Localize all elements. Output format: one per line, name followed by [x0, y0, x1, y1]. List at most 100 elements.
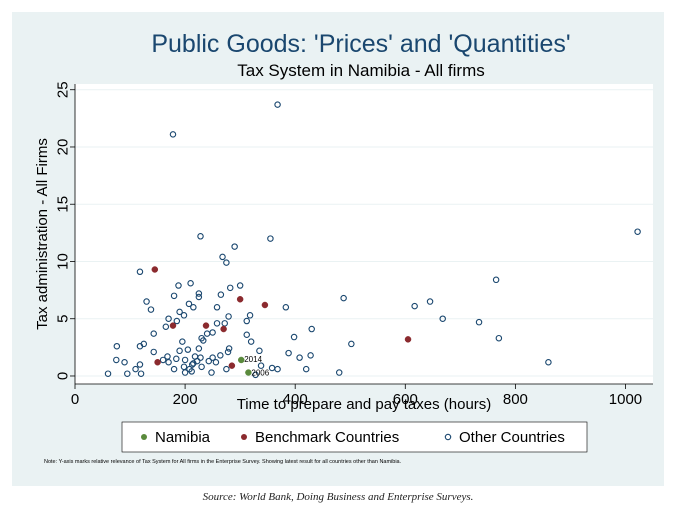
data-point — [225, 345, 233, 352]
data-point — [143, 298, 150, 305]
data-point — [150, 348, 157, 356]
y-tick-label: 25 — [54, 81, 71, 98]
data-point — [634, 228, 641, 235]
data-point — [220, 325, 227, 333]
chart-frame: Public Goods: 'Prices' and 'Quantities' … — [12, 12, 664, 486]
data-point — [225, 313, 232, 320]
data-point — [282, 304, 290, 311]
data-point — [136, 342, 144, 350]
data-point — [189, 361, 196, 368]
data-point — [184, 346, 192, 353]
data-point — [308, 325, 315, 333]
data-point — [197, 233, 204, 240]
data-point — [200, 337, 207, 344]
legend-box — [121, 421, 588, 453]
legend-label-other: Other Countries — [459, 429, 565, 446]
data-point — [169, 322, 177, 329]
y-tick-label: 0 — [54, 372, 71, 380]
data-point — [296, 354, 303, 361]
data-point — [223, 259, 230, 266]
data-point — [247, 338, 255, 345]
data-point — [212, 358, 220, 366]
data-point — [198, 363, 205, 371]
data-point — [165, 358, 172, 366]
data-point — [237, 356, 245, 364]
y-tick-label: 5 — [54, 315, 71, 323]
data-point — [179, 338, 186, 345]
scatter-chart: Public Goods: 'Prices' and 'Quantities' … — [34, 30, 653, 465]
data-point — [261, 301, 269, 309]
data-point — [226, 284, 234, 292]
data-point — [150, 330, 157, 337]
data-point — [173, 317, 181, 325]
data-point — [159, 356, 167, 364]
data-point — [151, 266, 159, 273]
data-point — [169, 131, 177, 138]
data-point — [195, 293, 203, 301]
data-point — [439, 315, 446, 322]
data-point — [181, 369, 189, 376]
data-point — [203, 330, 211, 337]
data-point — [411, 302, 418, 310]
data-point — [136, 268, 144, 276]
data-point — [545, 358, 552, 366]
plot-area — [75, 84, 653, 384]
legend-marker-namibia — [141, 434, 147, 440]
legend-marker-other — [444, 433, 452, 441]
data-point — [348, 340, 355, 348]
data-point — [136, 361, 144, 368]
x-axis-label: Time to prepare and pay taxes (hours) — [237, 396, 492, 413]
x-tick-label: 0 — [71, 391, 79, 408]
data-point — [495, 334, 503, 342]
data-point — [243, 331, 250, 339]
data-point — [147, 306, 155, 313]
axis-layer: 0 5 10 15 20 25 0 200 400 600 800 1000 — [54, 81, 653, 408]
data-point — [190, 360, 197, 367]
data-point — [181, 356, 189, 364]
legend-marker-benchmark — [241, 434, 247, 440]
data-point — [217, 352, 224, 359]
data-point — [165, 315, 172, 322]
data-point — [132, 365, 139, 373]
data-point — [188, 368, 195, 375]
data-point — [209, 354, 216, 361]
data-point — [213, 320, 221, 327]
legend-label-namibia: Namibia — [155, 429, 211, 446]
data-point — [224, 348, 232, 356]
data-point — [113, 356, 120, 364]
data-point — [219, 253, 226, 261]
point-label: 2006 — [251, 369, 269, 378]
data-point — [113, 342, 121, 350]
data-point — [246, 312, 254, 319]
data-point — [185, 300, 193, 308]
data-point — [236, 282, 244, 289]
data-point — [257, 362, 265, 369]
data-point — [173, 355, 180, 363]
legend-label-benchmark: Benchmark Countries — [255, 429, 399, 446]
x-tick-label: 200 — [173, 391, 198, 408]
data-point — [121, 358, 128, 366]
data-point — [170, 365, 178, 373]
data-point — [175, 282, 182, 289]
data-point — [195, 345, 203, 352]
data-point — [285, 349, 292, 357]
data-point — [340, 294, 347, 302]
data-point — [492, 276, 500, 284]
data-point — [202, 322, 210, 329]
annotation-layer: 2014 2006 — [244, 355, 270, 378]
source-caption: Source: World Bank, Doing Business and E… — [202, 491, 474, 503]
data-point — [205, 357, 213, 365]
data-point — [228, 362, 236, 369]
data-point — [223, 365, 230, 373]
data-point — [274, 365, 281, 373]
data-point — [245, 369, 252, 376]
chart-title: Public Goods: 'Prices' and 'Quantities' — [151, 30, 570, 58]
y-tick-label: 15 — [54, 196, 71, 213]
y-tick-label: 20 — [54, 139, 71, 156]
data-point — [187, 279, 194, 287]
points-layer — [104, 101, 641, 379]
data-point — [176, 308, 183, 316]
chart-subtitle: Tax System in Namibia - All firms — [237, 61, 485, 80]
data-point — [195, 290, 203, 297]
data-point — [137, 370, 145, 377]
